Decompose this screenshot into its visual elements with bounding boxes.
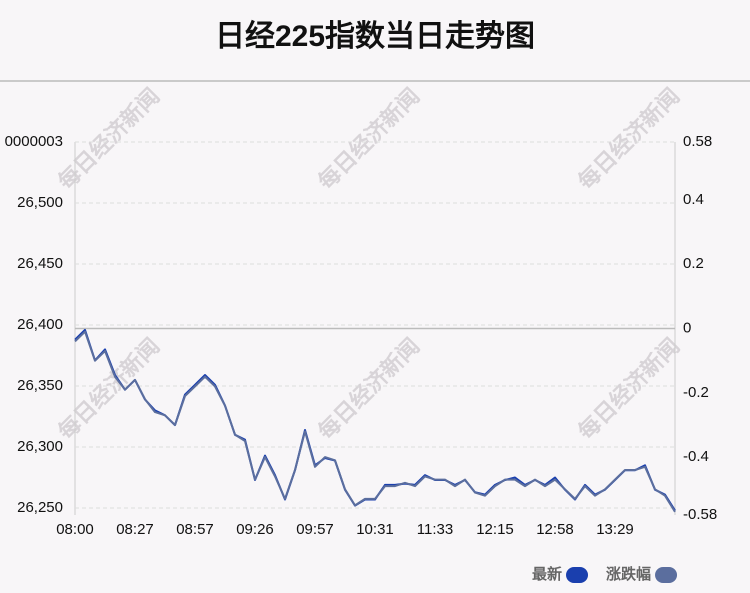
y-tick-label: 26,450 <box>17 255 63 272</box>
y2-tick-label: 0 <box>683 319 691 336</box>
y-tick-label: 26,300 <box>17 438 63 455</box>
y-tick-label: 26,350 <box>17 377 63 394</box>
line-series <box>74 330 676 513</box>
x-tick-label: 10:31 <box>356 521 394 538</box>
x-tick-label: 08:27 <box>116 521 154 538</box>
legend-label: 最新 <box>532 565 562 583</box>
y2-tick-label: -0.58 <box>683 506 717 523</box>
y2-tick-label: 0.2 <box>683 255 704 272</box>
legend-swatch <box>566 567 589 583</box>
x-tick-label: 11:33 <box>417 521 453 538</box>
y2-tick-label: -0.4 <box>683 448 709 465</box>
y-tick-label: 26,250 <box>17 499 63 516</box>
x-tick-label: 12:58 <box>536 521 574 538</box>
y2-tick-label: 0.4 <box>683 191 704 208</box>
y2-tick-label: 0.58 <box>683 133 712 150</box>
y-tick-label: 26,500 <box>17 194 63 211</box>
legend-swatch <box>655 567 678 583</box>
legend-label: 涨跌幅 <box>606 565 651 583</box>
x-tick-label: 09:57 <box>296 521 334 538</box>
x-tick-label: 13:29 <box>596 521 634 538</box>
y-tick-label: 0000003 <box>5 133 63 150</box>
x-tick-label: 08:57 <box>176 521 214 538</box>
x-tick-label: 08:00 <box>56 521 94 538</box>
y2-tick-label: -0.2 <box>683 384 709 401</box>
x-tick-label: 12:15 <box>476 521 514 538</box>
y-tick-label: 26,400 <box>17 316 63 333</box>
chart-title: 日经225指数当日走势图 <box>215 19 535 53</box>
x-tick-label: 09:26 <box>236 521 274 538</box>
